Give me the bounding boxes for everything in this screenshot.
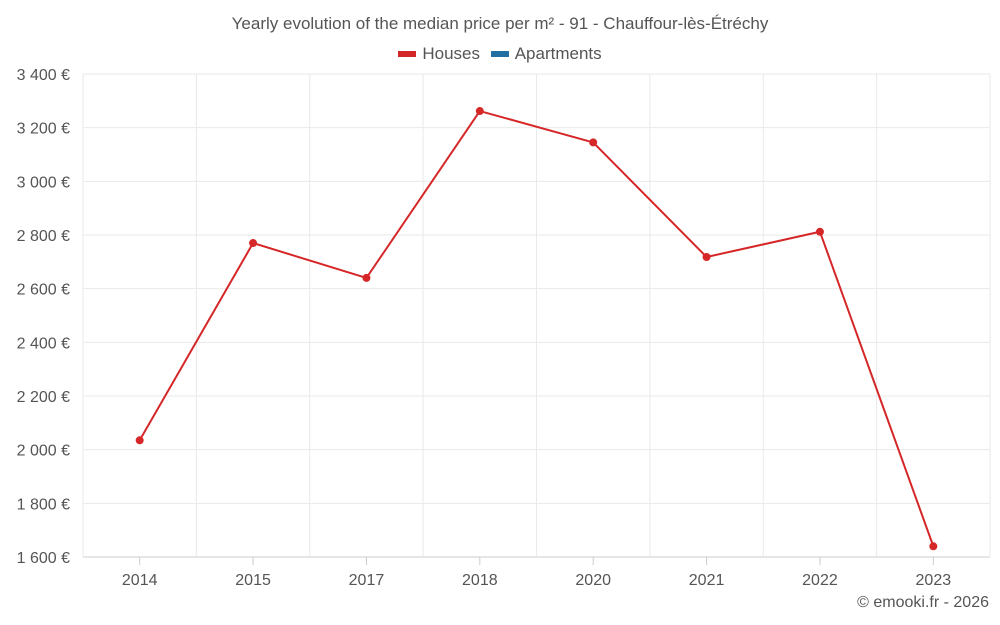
- legend-item-apartments[interactable]: Apartments: [490, 44, 602, 64]
- legend-swatch-houses: [398, 50, 417, 57]
- y-tick-label: 2 600 €: [17, 282, 70, 299]
- data-point-houses: [475, 107, 484, 116]
- series-line-houses: [138, 110, 935, 547]
- y-tick-label: 3 200 €: [17, 121, 70, 138]
- y-tick-label: 3 000 €: [17, 174, 70, 191]
- y-tick-label: 2 000 €: [17, 443, 70, 460]
- data-point-houses: [929, 542, 938, 551]
- x-tick-label: 2020: [575, 572, 611, 589]
- x-tick-label: 2021: [689, 572, 725, 589]
- x-tick-label: 2023: [916, 572, 952, 589]
- x-tick-label: 2014: [122, 572, 158, 589]
- data-point-houses: [702, 253, 711, 262]
- y-tick-label: 1 600 €: [17, 550, 70, 567]
- y-tick-label: 2 200 €: [17, 389, 70, 406]
- y-tick-label: 2 800 €: [17, 228, 70, 245]
- legend-label-houses: Houses: [422, 44, 480, 63]
- legend-label-apartments: Apartments: [514, 44, 602, 63]
- x-tick-label: 2022: [802, 572, 838, 589]
- legend: Houses Apartments: [0, 44, 1000, 64]
- chart-title: Yearly evolution of the median price per…: [231, 14, 769, 33]
- data-point-houses: [589, 138, 598, 147]
- x-tick-label: 2018: [462, 572, 498, 589]
- x-tick-label: 2015: [235, 572, 271, 589]
- y-tick-label: 1 800 €: [17, 496, 70, 513]
- data-point-houses: [135, 436, 144, 445]
- legend-item-houses[interactable]: Houses: [398, 44, 480, 64]
- y-tick-label: 2 400 €: [17, 335, 70, 352]
- y-tick-label: 3 400 €: [17, 67, 70, 84]
- legend-swatch-apartments: [490, 50, 509, 57]
- data-point-houses: [362, 273, 371, 282]
- credit-text: © emooki.fr - 2026: [857, 594, 989, 611]
- x-tick-label: 2017: [349, 572, 385, 589]
- data-point-houses: [815, 227, 824, 236]
- data-point-houses: [249, 239, 258, 248]
